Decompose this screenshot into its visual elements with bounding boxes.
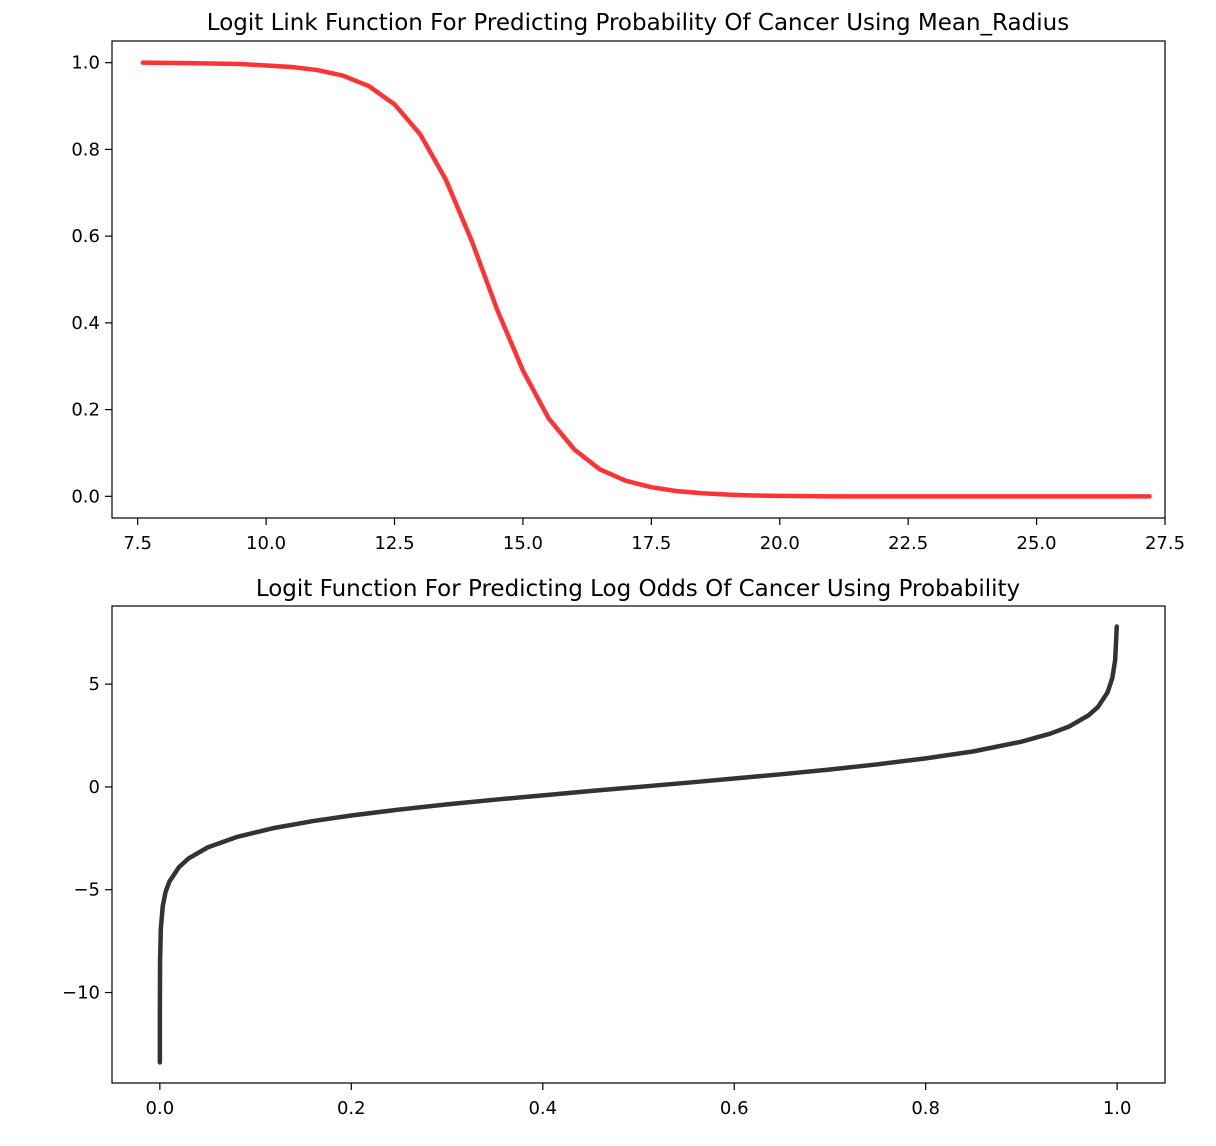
y-tick-label: 0.8: [71, 139, 100, 160]
y-tick-label: 0.2: [71, 400, 100, 421]
x-tick-label: 27.5: [1145, 533, 1185, 554]
x-tick-label: 22.5: [888, 533, 928, 554]
x-tick-label: 17.5: [631, 533, 671, 554]
log-odds-curve: [157, 624, 1119, 1065]
x-tick-label: 0.0: [146, 1098, 175, 1119]
chart-title: Logit Function For Predicting Log Odds O…: [256, 576, 1020, 602]
chart-log-odds-vs-probability: Logit Function For Predicting Log Odds O…: [62, 576, 1166, 1119]
plot-frame: [111, 605, 1166, 1084]
x-tick-label: 0.4: [528, 1098, 557, 1119]
y-tick-label: 5: [89, 674, 100, 695]
chart-probability-vs-mean-radius: Logit Link Function For Predicting Proba…: [71, 10, 1185, 554]
x-tick-label: 15.0: [503, 533, 543, 554]
x-tick-label: 10.0: [246, 533, 286, 554]
plot-frame: [111, 40, 1166, 519]
y-tick-label: −5: [73, 880, 100, 901]
x-axis: 0.0 0.2 0.4 0.6 0.8 1.0: [146, 1083, 1132, 1119]
x-tick-label: 0.2: [337, 1098, 366, 1119]
x-tick-label: 0.8: [911, 1098, 940, 1119]
y-tick-label: 0.6: [71, 226, 100, 247]
y-tick-label: 0.0: [71, 486, 100, 507]
y-tick-label: 0: [89, 777, 100, 798]
y-tick-label: 1.0: [71, 53, 100, 74]
x-tick-label: 25.0: [1017, 533, 1057, 554]
x-tick-label: 7.5: [123, 533, 152, 554]
y-tick-label: 0.4: [71, 313, 100, 334]
y-axis: 5 0 −5 −10: [62, 674, 112, 1004]
x-tick-label: 0.6: [720, 1098, 749, 1119]
x-tick-label: 20.0: [760, 533, 800, 554]
y-tick-label: −10: [62, 983, 100, 1004]
y-axis: 0.0 0.2 0.4 0.6 0.8 1.0: [71, 53, 112, 507]
x-tick-label: 1.0: [1103, 1098, 1132, 1119]
probability-curve: [140, 60, 1152, 499]
x-axis: 7.5 10.0 12.5 15.0 17.5 20.0 22.5 25.0 27.5: [123, 518, 1185, 554]
x-tick-label: 12.5: [374, 533, 414, 554]
chart-title: Logit Link Function For Predicting Proba…: [207, 10, 1069, 36]
